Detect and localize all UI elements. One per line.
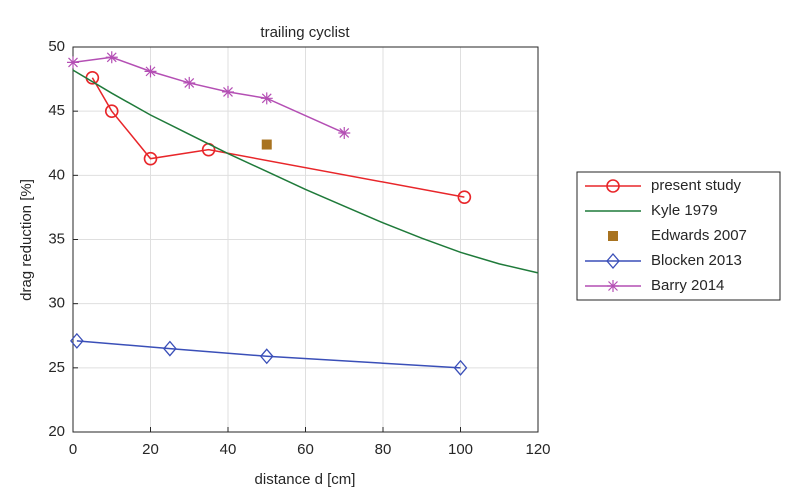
data-point <box>183 76 196 89</box>
data-point <box>67 56 79 69</box>
data-point <box>259 348 274 365</box>
data-point <box>163 340 177 357</box>
data-point <box>222 85 234 98</box>
data-point <box>260 92 273 105</box>
plot-frame <box>72 46 539 433</box>
data-point <box>453 359 468 376</box>
chart-title: trailing cyclist <box>260 24 350 41</box>
x-tick-label: 80 <box>375 441 392 458</box>
x-axis-label: distance d [cm] <box>255 471 356 488</box>
legend-marker <box>607 280 619 292</box>
data-point <box>457 190 472 204</box>
data-point <box>70 332 84 349</box>
x-tick-label: 100 <box>448 441 473 458</box>
legend-label: present study <box>651 177 742 194</box>
series-line <box>72 69 539 274</box>
y-tick-label: 30 <box>48 295 65 312</box>
legend-label: Barry 2014 <box>651 277 724 294</box>
legend-label: Kyle 1979 <box>651 202 718 219</box>
series-line <box>91 77 465 198</box>
data-point <box>143 151 158 166</box>
data-point <box>105 51 118 64</box>
x-tick-label: 0 <box>69 441 77 458</box>
y-axis-label: drag reduction [%] <box>18 179 35 301</box>
legend-label: Blocken 2013 <box>651 252 742 269</box>
y-tick-label: 20 <box>48 423 65 440</box>
y-tick-label: 40 <box>48 166 65 183</box>
y-tick-label: 50 <box>48 38 65 55</box>
x-tick-label: 40 <box>220 441 237 458</box>
series-line <box>76 340 461 369</box>
y-tick-label: 25 <box>48 359 65 376</box>
legend-marker <box>606 179 620 193</box>
y-tick-label: 35 <box>48 230 65 247</box>
data-point <box>338 126 351 139</box>
legend-label: Edwards 2007 <box>651 227 747 244</box>
data-point <box>144 65 157 78</box>
y-tick-label: 45 <box>48 102 65 119</box>
x-tick-label: 20 <box>142 441 159 458</box>
x-tick-label: 120 <box>525 441 550 458</box>
data-point <box>261 139 272 150</box>
legend-marker <box>608 231 618 241</box>
x-tick-label: 60 <box>297 441 314 458</box>
legend-marker <box>606 253 620 269</box>
data-point <box>104 104 119 118</box>
